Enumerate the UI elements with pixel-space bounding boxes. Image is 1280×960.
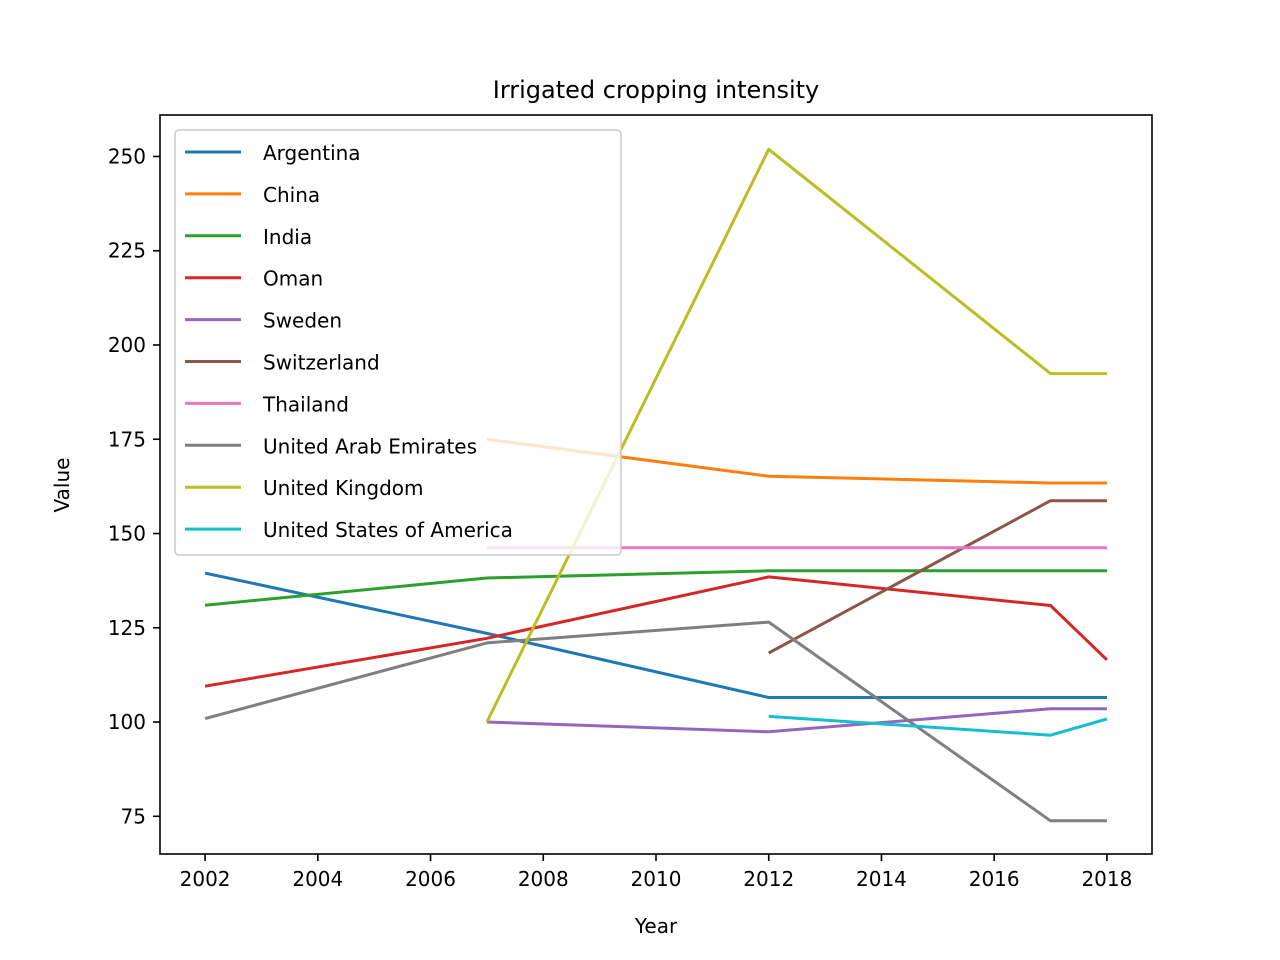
legend-box — [174, 129, 622, 556]
series-line-oman — [204, 575, 1108, 688]
x-tick-label: 2004 — [292, 867, 343, 891]
legend-label-oman: Oman — [263, 267, 323, 291]
chart-title: Irrigated cropping intensity — [493, 76, 820, 104]
x-tick-label: 2002 — [180, 867, 231, 891]
y-tick-label: 225 — [108, 239, 146, 263]
plot-frame — [159, 114, 1153, 855]
x-tick-label: 2012 — [743, 867, 794, 891]
y-tick-label: 175 — [108, 427, 146, 451]
x-tick-label: 2018 — [1081, 867, 1132, 891]
y-axis-label: Value — [50, 458, 74, 513]
x-axis-ticks: 2002 2004 2006 2008 2010 2012 2014 2016 2018 — [180, 854, 1132, 891]
series-lines — [204, 147, 1108, 823]
legend-label-united-arab-emirates: United Arab Emirates — [263, 434, 477, 458]
x-tick-label: 2014 — [856, 867, 907, 891]
legend-label-switzerland: Switzerland — [263, 351, 380, 375]
series-line-united-arab-emirates — [204, 620, 1107, 823]
series-line-switzerland — [767, 499, 1107, 655]
y-tick-label: 150 — [108, 522, 146, 546]
series-line-united-states-of-america — [768, 714, 1108, 737]
x-tick-label: 2010 — [631, 867, 682, 891]
y-tick-label: 200 — [108, 333, 146, 357]
legend-label-thailand: Thailand — [262, 392, 349, 416]
series-line-china — [486, 437, 1107, 485]
y-tick-label: 250 — [108, 144, 146, 168]
legend-label-sweden: Sweden — [263, 309, 342, 333]
y-tick-label: 75 — [121, 804, 146, 828]
series-line-united-kingdom — [485, 147, 1107, 723]
x-tick-label: 2006 — [405, 867, 456, 891]
series-line-argentina — [204, 571, 1107, 699]
legend: Argentina China India Oman Sweden Switzerland… — [174, 129, 622, 556]
series-line-india — [204, 569, 1107, 607]
legend-label-argentina: Argentina — [263, 141, 361, 165]
y-tick-label: 125 — [108, 616, 146, 640]
x-tick-label: 2008 — [518, 867, 569, 891]
y-axis-ticks: 75 100 125 150 175 200 225 250 — [108, 144, 160, 828]
x-tick-label: 2016 — [969, 867, 1020, 891]
y-tick-label: 100 — [108, 710, 146, 734]
legend-label-india: India — [263, 225, 312, 249]
legend-label-united-states-of-america: United States of America — [263, 518, 513, 542]
legend-label-china: China — [263, 183, 320, 207]
legend-label-united-kingdom: United Kingdom — [263, 476, 424, 500]
x-axis-label: Year — [634, 914, 678, 938]
